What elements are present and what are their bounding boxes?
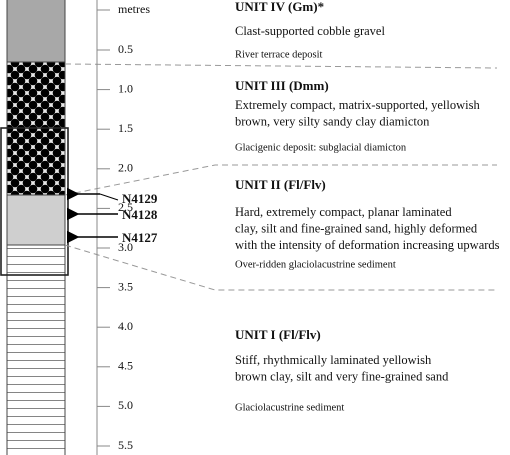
scale-label: 4.0 <box>118 319 133 333</box>
unit-description: Clast-supported cobble gravel <box>235 24 385 38</box>
unit-description: brown clay, silt and very fine-grained s… <box>235 369 449 383</box>
unit-deposit: River terrace deposit <box>235 49 323 60</box>
unit-iv-fill <box>7 0 65 62</box>
unit-deposit: Glaciolacustrine sediment <box>235 402 344 413</box>
unit-i-fill <box>7 245 65 455</box>
scale-label: 5.5 <box>118 438 133 452</box>
unit-description: brown, very silty sandy clay diamicton <box>235 114 430 128</box>
scale-label: 1.0 <box>118 81 133 95</box>
unit-description: Hard, extremely compact, planar laminate… <box>235 205 452 219</box>
scale-label: 1.5 <box>118 121 133 135</box>
unit-title: UNIT III (Dmm) <box>235 78 329 93</box>
sample-leader <box>100 194 118 200</box>
unit-deposit: Over-ridden glaciolacustrine sediment <box>235 259 396 270</box>
dashed-line <box>65 64 497 68</box>
unit-description: Extremely compact, matrix-supported, yel… <box>235 98 480 112</box>
scale-label: 2.0 <box>118 161 133 175</box>
column <box>1 0 68 455</box>
sample-label: N4128 <box>122 207 158 222</box>
unit-description: Stiff, rhythmically laminated yellowish <box>235 353 432 367</box>
unit-description: clay, silt and fine-grained sand, highly… <box>235 221 478 235</box>
sample-label: N4129 <box>122 191 158 206</box>
scale-label: 0.5 <box>118 42 133 56</box>
unit-title: UNIT I (Fl/Flv) <box>235 327 321 342</box>
unit-title: UNIT II (Fl/Flv) <box>235 177 326 192</box>
scale-unit: metres <box>118 2 150 16</box>
unit-deposit: Glacigenic deposit: subglacial diamicton <box>235 142 407 153</box>
scale-label: 5.0 <box>118 398 133 412</box>
scale-label: 3.5 <box>118 279 133 293</box>
scale-label: 4.5 <box>118 359 133 373</box>
unit-ii-fill <box>7 195 65 245</box>
unit-description: with the intensity of deformation increa… <box>235 238 500 252</box>
stratigraphic-log: metres 0.51.01.52.02.53.03.54.04.55.05.5… <box>0 0 510 455</box>
sample-label: N4127 <box>122 230 158 245</box>
unit-title: UNIT IV (Gm)* <box>235 0 324 14</box>
